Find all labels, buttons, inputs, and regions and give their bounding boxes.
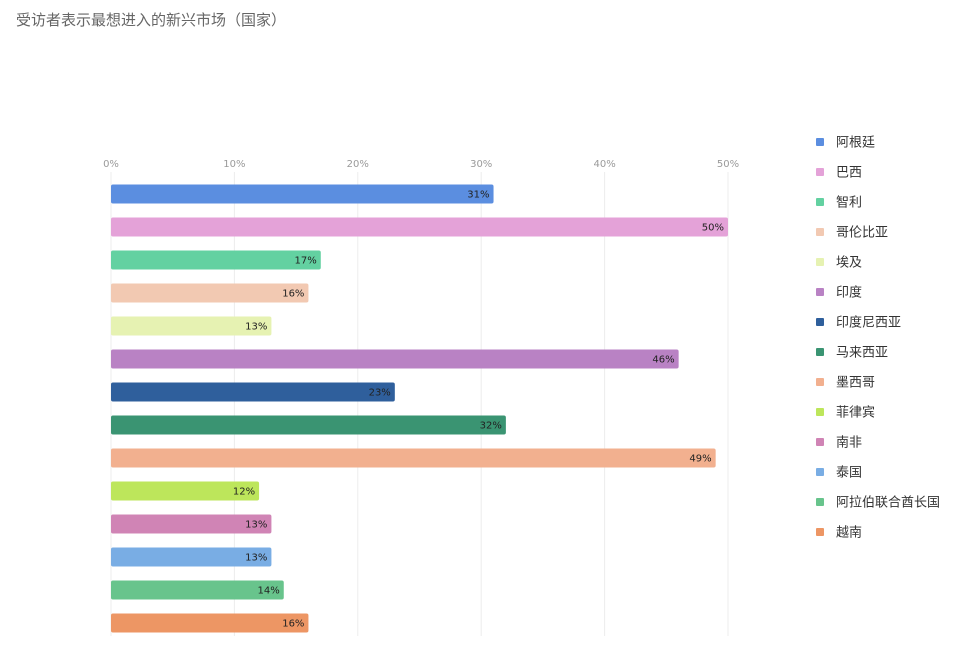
legend-label[interactable]: 阿拉伯联合酋长国: [836, 495, 940, 511]
bar[interactable]: [111, 547, 272, 567]
legend-label[interactable]: 哥伦比亚: [836, 226, 888, 241]
bar[interactable]: [111, 283, 309, 303]
bar[interactable]: [111, 316, 272, 336]
legend-swatch[interactable]: [816, 318, 824, 326]
x-tick-label: 10%: [223, 159, 245, 170]
data-label: 31%: [467, 190, 489, 201]
bar[interactable]: [111, 349, 679, 369]
legend-label[interactable]: 墨西哥: [836, 376, 875, 391]
legend-label[interactable]: 印度: [836, 285, 862, 301]
legend-label[interactable]: 马来西亚: [836, 346, 888, 361]
data-label: 46%: [652, 355, 674, 366]
legend-label[interactable]: 印度尼西亚: [836, 315, 901, 331]
legend-swatch[interactable]: [816, 198, 824, 206]
data-label: 16%: [282, 289, 304, 300]
data-label: 13%: [245, 520, 267, 531]
x-tick-label: 30%: [470, 159, 492, 170]
legend-swatch[interactable]: [816, 258, 824, 266]
bar[interactable]: [111, 250, 321, 270]
chart-title: 受访者表示最想进入的新兴市场（国家）: [16, 11, 287, 29]
data-label: 50%: [702, 223, 724, 234]
data-label: 14%: [258, 586, 280, 597]
data-label: 23%: [369, 388, 391, 399]
legend-label[interactable]: 智利: [836, 196, 862, 211]
legend-swatch[interactable]: [816, 378, 824, 386]
bar[interactable]: [111, 613, 309, 633]
bar[interactable]: [111, 382, 395, 402]
x-tick-label: 0%: [103, 159, 119, 170]
data-label: 12%: [233, 487, 255, 498]
bar[interactable]: [111, 514, 272, 534]
bar[interactable]: [111, 481, 260, 501]
x-tick-label: 20%: [347, 159, 369, 170]
x-tick-label: 50%: [717, 159, 739, 170]
legend-swatch[interactable]: [816, 498, 824, 506]
legend-swatch[interactable]: [816, 348, 824, 356]
legend-label[interactable]: 泰国: [836, 466, 862, 481]
bar[interactable]: [111, 448, 716, 468]
bar[interactable]: [111, 217, 728, 237]
bar[interactable]: [111, 415, 506, 435]
legend-swatch[interactable]: [816, 288, 824, 296]
legend-swatch[interactable]: [816, 468, 824, 476]
data-label: 32%: [480, 421, 502, 432]
data-label: 13%: [245, 553, 267, 564]
x-tick-label: 40%: [593, 159, 615, 170]
legend-swatch[interactable]: [816, 438, 824, 446]
legend-swatch[interactable]: [816, 408, 824, 416]
legend-label[interactable]: 巴西: [836, 166, 862, 181]
legend-label[interactable]: 越南: [836, 525, 862, 541]
legend-label[interactable]: 埃及: [836, 256, 862, 271]
legend-swatch[interactable]: [816, 168, 824, 176]
legend-swatch[interactable]: [816, 138, 824, 146]
data-label: 13%: [245, 322, 267, 333]
bar[interactable]: [111, 580, 284, 600]
bar[interactable]: [111, 184, 494, 204]
legend-swatch[interactable]: [816, 528, 824, 536]
legend-swatch[interactable]: [816, 228, 824, 236]
data-label: 17%: [295, 256, 317, 267]
legend-label[interactable]: 阿根廷: [836, 136, 875, 151]
legend-label[interactable]: 南非: [836, 435, 862, 451]
data-label: 16%: [282, 619, 304, 630]
legend-label[interactable]: 菲律宾: [836, 405, 875, 421]
data-label: 49%: [689, 454, 711, 465]
